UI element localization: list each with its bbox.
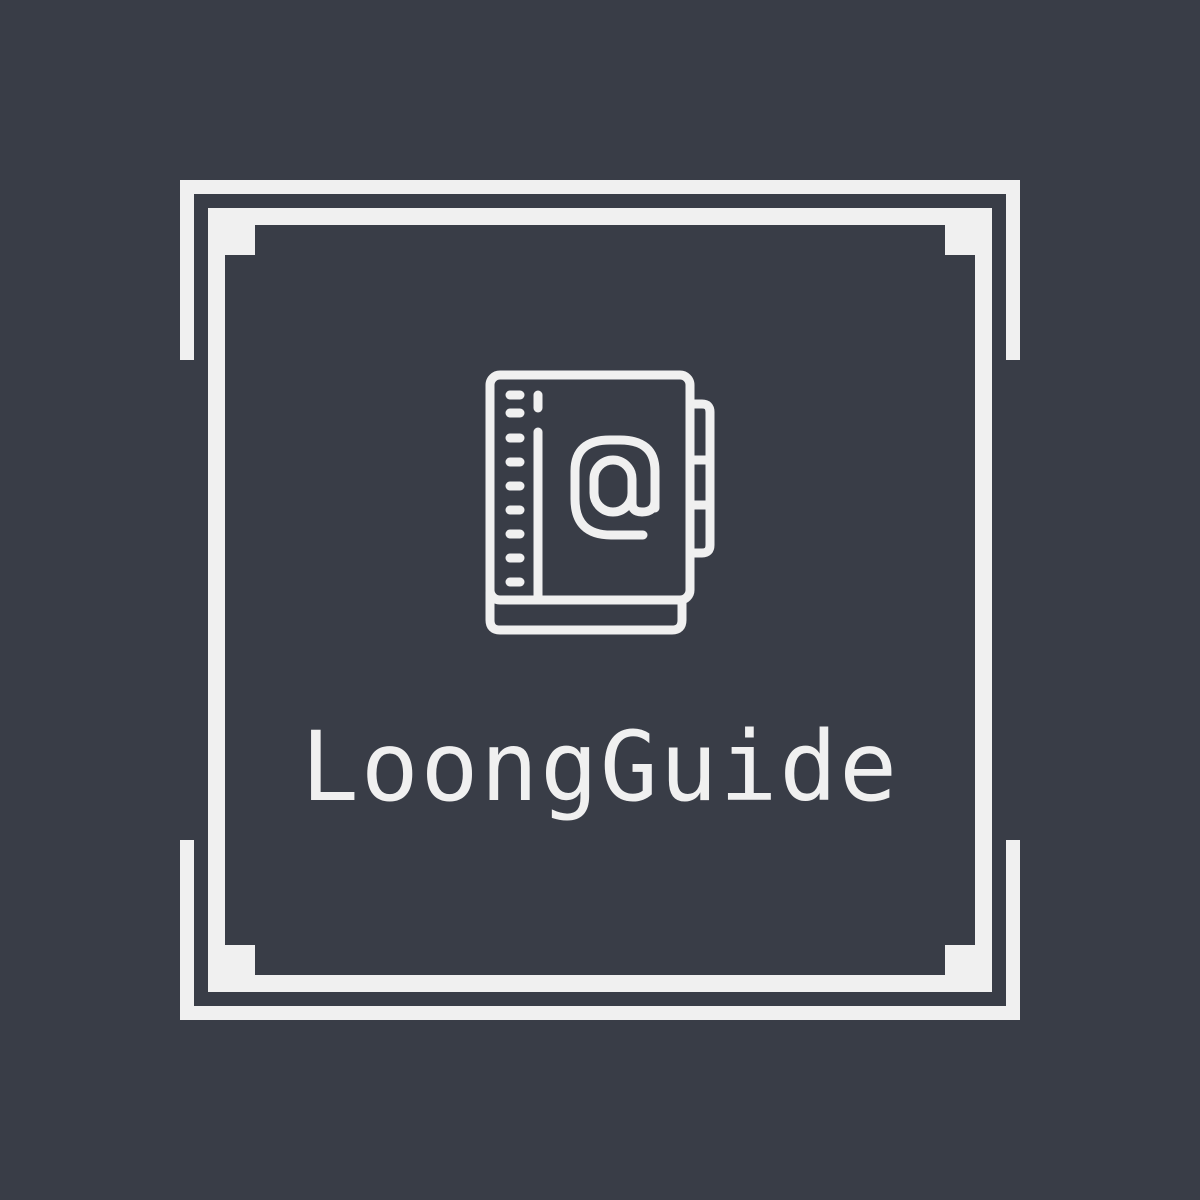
outer-frame-top-bar [180,180,1020,194]
outer-frame-bottom-bar [180,1006,1020,1020]
corner-square-bottom-left [208,945,255,992]
corner-square-top-right [945,208,992,255]
outer-frame-top-left-drop [180,180,194,360]
address-book-at-icon [485,370,715,635]
outer-frame-top-right-drop [1006,180,1020,360]
inner-frame-box [208,208,992,992]
brand-name: LoongGuide [301,711,899,823]
outer-frame-bottom-right-rise [1006,840,1020,1020]
outer-frame-bottom-left-rise [180,840,194,1020]
corner-square-top-left [208,208,255,255]
corner-square-bottom-right [945,945,992,992]
